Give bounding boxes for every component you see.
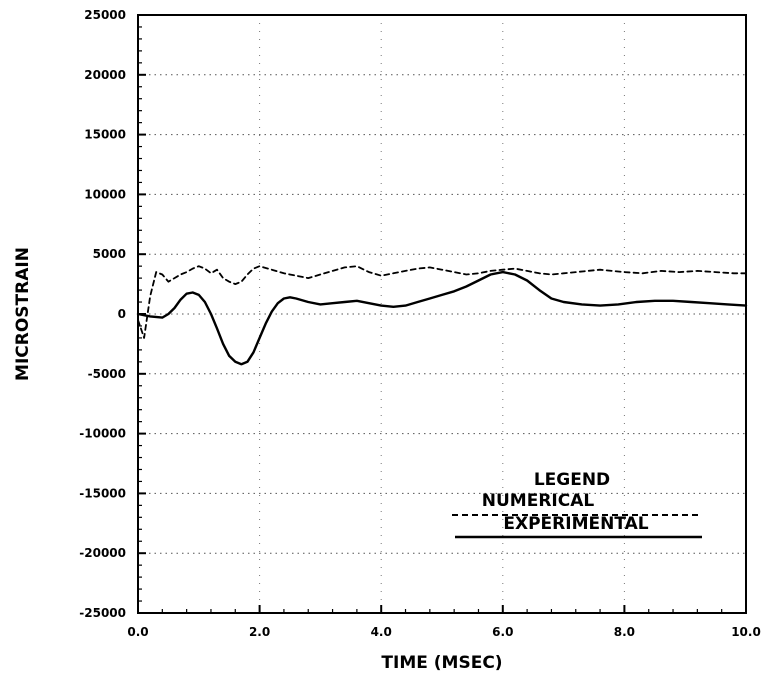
x-axis-title: TIME (MSEC) <box>381 653 502 673</box>
y-tick-label: -5000 <box>88 367 126 381</box>
series-line-experimental <box>136 270 748 366</box>
y-tick-label: 25000 <box>84 8 126 22</box>
y-tick-label: -15000 <box>79 486 126 500</box>
x-tick-label: 4.0 <box>371 625 392 639</box>
x-tick-label: 8.0 <box>614 625 635 639</box>
y-axis-title: MICROSTRAIN <box>13 247 33 381</box>
y-tick-label: -10000 <box>79 427 126 441</box>
gridlines <box>138 15 746 613</box>
series-lines <box>136 265 748 366</box>
y-tick-label: 0 <box>118 307 126 321</box>
legend-title: LEGEND <box>534 470 610 490</box>
legend: LEGEND NUMERICAL EXPERIMENTAL <box>452 470 702 539</box>
y-tick-label: 15000 <box>84 128 126 142</box>
x-tick-label: 0.0 <box>127 625 148 639</box>
y-tick-label: 5000 <box>93 247 126 261</box>
axis-ticks: 25000 20000 15000 10000 5000 0 -5000 -10000 -150… <box>79 8 761 639</box>
legend-label-numerical: NUMERICAL <box>482 491 595 511</box>
y-tick-label: 10000 <box>84 187 126 201</box>
y-tick-label: 20000 <box>84 68 126 82</box>
x-tick-label: 2.0 <box>249 625 270 639</box>
x-tick-label: 10.0 <box>731 625 761 639</box>
y-tick-label: -25000 <box>79 606 126 620</box>
series-line-numerical <box>137 265 747 339</box>
x-tick-label: 6.0 <box>492 625 513 639</box>
legend-label-experimental: EXPERIMENTAL <box>503 514 648 534</box>
y-tick-label: -20000 <box>79 546 126 560</box>
